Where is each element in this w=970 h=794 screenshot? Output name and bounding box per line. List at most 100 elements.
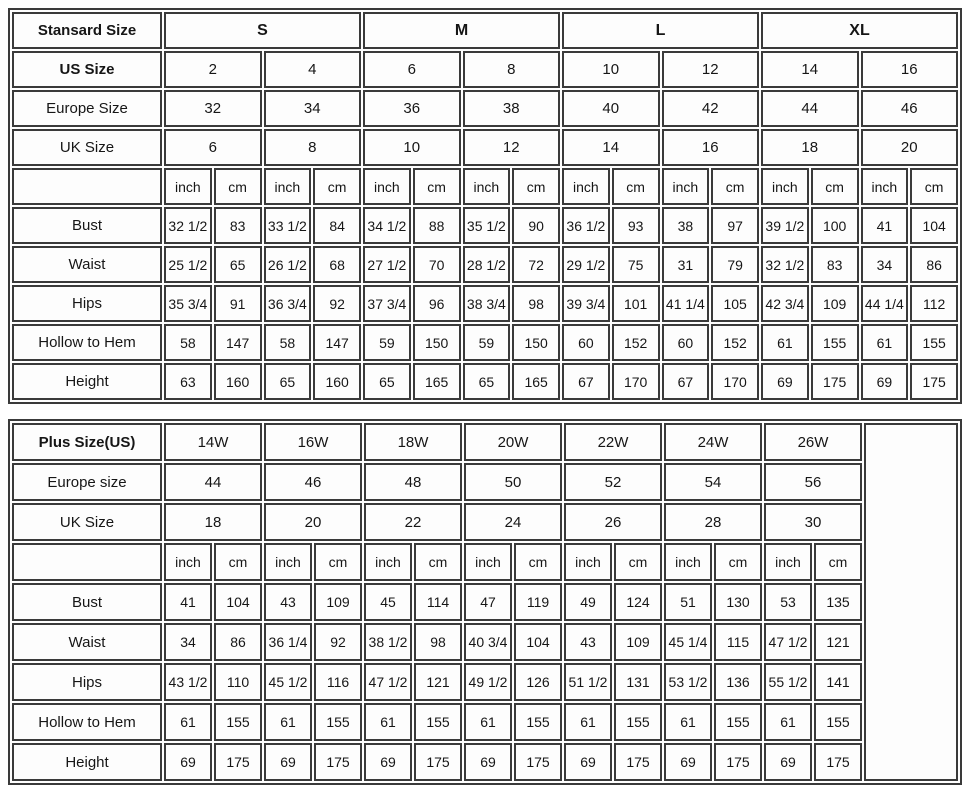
measurement-value: 152 — [611, 324, 660, 361]
measurement-value: 38 — [661, 207, 710, 244]
size-value: 20 — [860, 129, 958, 166]
measurement-value: 43 — [564, 623, 612, 661]
row-label: Bust — [12, 207, 162, 244]
measurement-value: 175 — [814, 743, 862, 781]
measurement-value: 165 — [412, 363, 461, 400]
measurement-value: 175 — [314, 743, 362, 781]
measurement-value: 34 — [860, 246, 909, 283]
size-value: 16 — [860, 51, 958, 88]
unit-header: inch — [564, 543, 612, 581]
size-value: 16 — [661, 129, 759, 166]
table-row: inch cm inch cm inch cm inch cm inch cm inch cm inch… — [12, 168, 958, 205]
plus-size-header: 20W — [464, 423, 562, 461]
row-label: Hips — [12, 663, 162, 701]
plus-tbody: Plus Size(US) 14W 16W 18W 20W 22W 24W 26W Europe… — [12, 423, 958, 781]
size-group-header: XL — [761, 12, 958, 49]
unit-header: inch — [664, 543, 712, 581]
table-row: Hips 43 1/2 110 45 1/2 116 47 1/2 121 49 1/2 126… — [12, 663, 958, 701]
size-group-header: L — [562, 12, 759, 49]
measurement-value: 121 — [414, 663, 462, 701]
row-label: Hollow to Hem — [12, 324, 162, 361]
standard-tbody: Stansard Size S M L XL US Size 2 4 6 8 10 12 14 16 Eur… — [12, 12, 958, 400]
measurement-value: 98 — [512, 285, 560, 322]
measurement-value: 100 — [810, 207, 859, 244]
row-label: Hollow to Hem — [12, 703, 162, 741]
measurement-value: 61 — [264, 703, 312, 741]
measurement-value: 155 — [414, 703, 462, 741]
measurement-value: 155 — [214, 703, 262, 741]
measurement-value: 36 1/4 — [264, 623, 312, 661]
size-value: 20 — [264, 503, 362, 541]
size-value: 44 — [761, 90, 859, 127]
standard-size-table: Stansard Size S M L XL US Size 2 4 6 8 10 12 14 16 Eur… — [8, 8, 962, 404]
measurement-value: 69 — [264, 743, 312, 781]
row-label: Europe size — [12, 463, 162, 501]
unit-header: cm — [711, 168, 759, 205]
unit-header: inch — [761, 168, 809, 205]
measurement-value: 155 — [314, 703, 362, 741]
measurement-value: 45 — [364, 583, 412, 621]
measurement-value: 105 — [711, 285, 759, 322]
measurement-value: 175 — [614, 743, 662, 781]
measurement-value: 69 — [764, 743, 812, 781]
measurement-value: 175 — [910, 363, 958, 400]
measurement-value: 115 — [714, 623, 762, 661]
measurement-value: 69 — [164, 743, 212, 781]
unit-header: inch — [661, 168, 710, 205]
size-chart-page: Stansard Size S M L XL US Size 2 4 6 8 10 12 14 16 Eur… — [8, 8, 970, 785]
measurement-value: 97 — [711, 207, 759, 244]
measurement-value: 119 — [514, 583, 562, 621]
unit-header: cm — [313, 168, 361, 205]
measurement-value: 130 — [714, 583, 762, 621]
size-group-header: S — [164, 12, 361, 49]
unit-header: inch — [263, 168, 312, 205]
plus-size-header: 14W — [164, 423, 262, 461]
measurement-value: 51 1/2 — [564, 663, 612, 701]
measurement-value: 26 1/2 — [263, 246, 312, 283]
size-value: 44 — [164, 463, 262, 501]
measurement-value: 155 — [814, 703, 862, 741]
measurement-value: 86 — [910, 246, 958, 283]
measurement-value: 49 — [564, 583, 612, 621]
size-value: 10 — [363, 129, 461, 166]
measurement-value: 109 — [314, 583, 362, 621]
row-label: UK Size — [12, 129, 162, 166]
measurement-value: 36 1/2 — [562, 207, 610, 244]
measurement-value: 69 — [364, 743, 412, 781]
measurement-value: 28 1/2 — [462, 246, 511, 283]
measurement-value: 61 — [564, 703, 612, 741]
measurement-value: 39 3/4 — [562, 285, 610, 322]
size-value: 32 — [164, 90, 262, 127]
measurement-value: 150 — [412, 324, 461, 361]
size-value: 34 — [263, 90, 361, 127]
measurement-value: 175 — [810, 363, 859, 400]
measurement-value: 92 — [313, 285, 361, 322]
size-value: 18 — [164, 503, 262, 541]
measurement-value: 92 — [314, 623, 362, 661]
measurement-value: 93 — [611, 207, 660, 244]
unit-header: cm — [214, 543, 262, 581]
size-value: 38 — [462, 90, 560, 127]
size-value: 48 — [364, 463, 462, 501]
measurement-value: 53 1/2 — [664, 663, 712, 701]
measurement-value: 60 — [562, 324, 610, 361]
measurement-value: 41 — [860, 207, 909, 244]
table-row: Bust 41 104 43 109 45 114 47 119 49 124 51 130 53 135 — [12, 583, 958, 621]
measurement-value: 25 1/2 — [164, 246, 212, 283]
unit-header: cm — [314, 543, 362, 581]
measurement-value: 44 1/4 — [860, 285, 909, 322]
table-row: Bust 32 1/2 83 33 1/2 84 34 1/2 88 35 1/2 90 36 1… — [12, 207, 958, 244]
measurement-value: 41 1/4 — [661, 285, 710, 322]
measurement-value: 83 — [213, 207, 262, 244]
measurement-value: 67 — [661, 363, 710, 400]
measurement-value: 175 — [414, 743, 462, 781]
measurement-value: 34 — [164, 623, 212, 661]
measurement-value: 31 — [661, 246, 710, 283]
size-value: 2 — [164, 51, 262, 88]
measurement-value: 61 — [664, 703, 712, 741]
measurement-value: 131 — [614, 663, 662, 701]
row-label: Bust — [12, 583, 162, 621]
measurement-value: 53 — [764, 583, 812, 621]
measurement-value: 69 — [564, 743, 612, 781]
table-row: Hips 35 3/4 91 36 3/4 92 37 3/4 96 38 3/4 98 39 3… — [12, 285, 958, 322]
